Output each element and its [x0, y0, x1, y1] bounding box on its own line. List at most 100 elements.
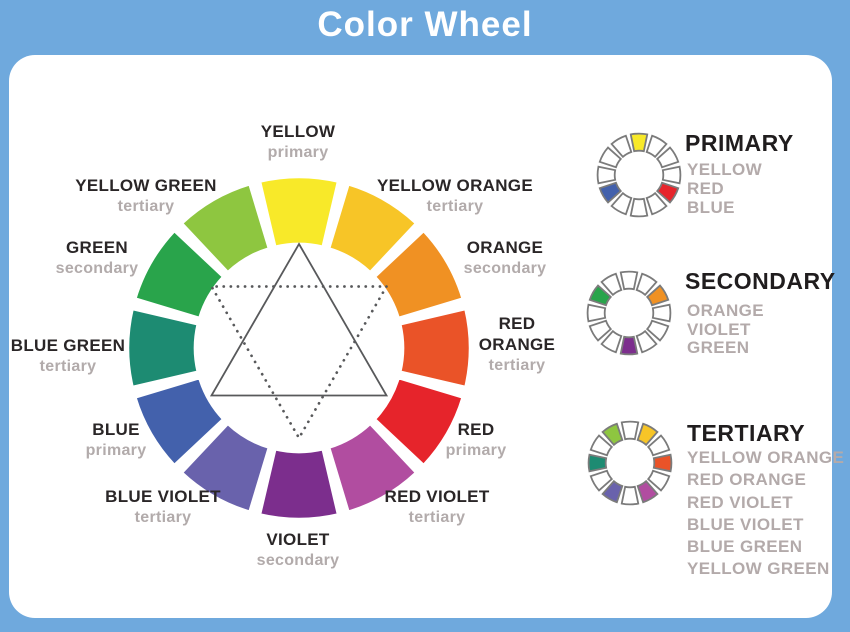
tertiary-slot-30-filled [636, 422, 659, 447]
primary-list-item: RED [687, 179, 725, 198]
tertiary-list-item: YELLOW GREEN [687, 559, 830, 579]
primary-slot-180 [629, 197, 649, 218]
label-blue-name: BLUE [92, 420, 140, 439]
secondary-slot-150 [635, 329, 658, 354]
secondary-heading: SECONDARY [685, 268, 836, 294]
primary-list-item: YELLOW [687, 160, 763, 179]
label-red-type: primary [445, 442, 507, 459]
label-violet-type: secondary [256, 552, 340, 569]
primary-slot-120-filled [655, 181, 680, 204]
label-blue-violet: BLUE VIOLET tertiary [105, 486, 221, 528]
tertiary-slot-90-filled [652, 453, 673, 473]
label-red-orange: RED ORANGE tertiary [465, 313, 569, 376]
secondary-slot-90 [651, 303, 672, 323]
tertiary-color-list: YELLOW ORANGE RED ORANGE RED VIOLET BLUE… [687, 447, 844, 581]
secondary-slot-300-filled [588, 284, 613, 307]
primary-slot-0-filled [629, 132, 649, 153]
primary-slot-270 [596, 165, 617, 185]
tertiary-slot-240 [589, 469, 614, 492]
label-yellow-orange: YELLOW ORANGE tertiary [377, 175, 533, 217]
wheel-segment-red-orange [398, 307, 472, 389]
secondary-slot-330 [600, 272, 623, 297]
secondary-triangle [209, 285, 389, 441]
secondary-slot-120 [645, 319, 670, 342]
secondary-slot-240 [588, 319, 613, 342]
label-green-name: GREEN [66, 238, 128, 257]
primary-heading: PRIMARY [685, 130, 794, 156]
label-blue-green: BLUE GREEN tertiary [11, 335, 125, 377]
label-violet: VIOLET secondary [257, 529, 340, 571]
secondary-list-item: VIOLET [687, 319, 751, 339]
primary-mini-wheel [596, 132, 682, 218]
label-blue-green-type: tertiary [39, 358, 97, 375]
primary-color-list: YELLOW RED BLUE [687, 160, 762, 217]
wheel-segment-blue [133, 376, 226, 467]
secondary-slot-180-filled [619, 335, 639, 356]
label-yellow-orange-type: tertiary [426, 198, 484, 215]
primary-slot-240-filled [598, 181, 623, 204]
label-yellow-green-type: tertiary [117, 198, 175, 215]
secondary-mini-wheel [586, 270, 672, 356]
label-orange-name: ORANGE [466, 238, 544, 257]
tertiary-heading: TERTIARY [687, 420, 806, 446]
label-red-violet: RED VIOLET tertiary [384, 486, 489, 528]
label-orange: ORANGE secondary [464, 237, 547, 279]
label-yellow-orange-name: YELLOW ORANGE [377, 176, 533, 195]
wheel-segment-red-violet [327, 421, 418, 514]
wheel-segment-orange [372, 229, 465, 320]
label-green: GREEN secondary [56, 237, 139, 279]
label-blue-violet-type: tertiary [134, 509, 192, 526]
wheel-segment-green [133, 229, 226, 320]
primary-triangle [209, 242, 389, 397]
secondary-slot-0 [619, 270, 639, 291]
primary-slot-330 [610, 134, 633, 159]
wheel-segment-yellow-green [180, 182, 271, 275]
primary-slot-210 [610, 191, 633, 216]
main-color-wheel [126, 175, 472, 521]
label-red-violet-type: tertiary [408, 509, 466, 526]
tertiary-mini-wheel [587, 420, 673, 506]
tertiary-slot-300 [589, 434, 614, 457]
secondary-color-list: ORANGE VIOLET GREEN [687, 301, 765, 358]
secondary-slot-30 [635, 272, 658, 297]
primary-slot-300 [598, 146, 623, 169]
tertiary-slot-180 [620, 485, 640, 506]
label-yellow: YELLOW primary [261, 121, 336, 163]
tertiary-list-item: BLUE GREEN [687, 537, 803, 557]
label-orange-type: secondary [463, 260, 547, 277]
label-yellow-name: YELLOW [260, 122, 336, 141]
tertiary-list-item: RED VIOLET [687, 492, 794, 512]
label-violet-name: VIOLET [266, 530, 330, 549]
tertiary-slot-270-filled [587, 453, 608, 473]
label-red-orange-type: tertiary [488, 357, 546, 374]
tertiary-list-item: BLUE VIOLET [687, 514, 804, 534]
secondary-slot-60-filled [645, 284, 670, 307]
label-yellow-green-name: YELLOW GREEN [75, 176, 217, 195]
secondary-list-item: GREEN [687, 338, 750, 357]
label-blue: BLUE primary [86, 419, 147, 461]
primary-slot-30 [645, 134, 668, 159]
wheel-segment-violet [258, 447, 340, 521]
label-yellow-green: YELLOW GREEN tertiary [75, 175, 217, 217]
label-blue-green-name: BLUE GREEN [10, 336, 126, 355]
tertiary-slot-60 [646, 434, 671, 457]
label-yellow-type: primary [267, 144, 329, 161]
tertiary-slot-210-filled [601, 479, 624, 504]
wheel-segment-yellow-orange [327, 182, 418, 275]
wheel-segment-red [372, 376, 465, 467]
label-red-orange-name: RED ORANGE [478, 314, 556, 354]
primary-list-item: BLUE [687, 198, 735, 217]
tertiary-slot-0 [620, 420, 640, 441]
secondary-list-item: ORANGE [687, 301, 765, 320]
label-red-name: RED [457, 420, 495, 439]
label-red: RED primary [446, 419, 507, 461]
label-red-violet-name: RED VIOLET [384, 487, 490, 506]
wheel-segment-yellow [258, 175, 340, 249]
secondary-slot-270 [586, 303, 607, 323]
label-blue-type: primary [85, 442, 147, 459]
tertiary-list-item: RED ORANGE [687, 470, 807, 490]
primary-slot-60 [655, 146, 680, 169]
primary-slot-90 [661, 165, 682, 185]
page-title: Color Wheel [317, 5, 533, 44]
